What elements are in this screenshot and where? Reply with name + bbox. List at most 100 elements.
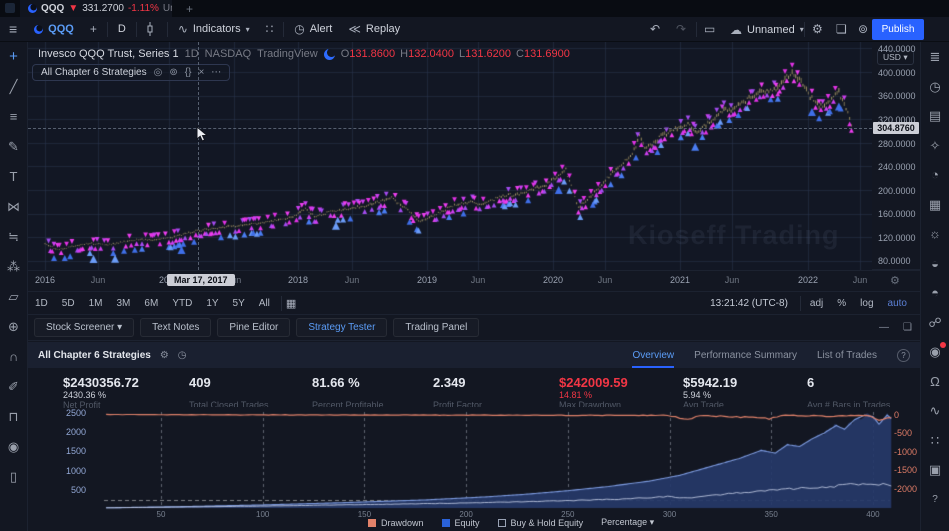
strategy-overlay-chip[interactable]: All Chapter 6 Strategies ◎ ⊚ {} × ⋯ [32,64,231,81]
percent-scale-toggle[interactable]: % [837,297,847,309]
tab-pine-editor[interactable]: Pine Editor [217,318,291,337]
close-icon[interactable]: × [198,67,205,78]
chart-legend-row[interactable]: Invesco QQQ Trust, Series 1 1D NASDAQ Tr… [38,48,575,60]
text-icon[interactable]: T [9,169,18,184]
layout-select-icon[interactable]: ▭ [704,22,716,36]
log-scale-toggle[interactable]: log [860,297,874,309]
add-alert-icon[interactable]: ◷ [177,349,187,361]
remove-all-icon[interactable]: ▯ [9,469,18,484]
ruler-icon[interactable]: ▱ [8,289,19,304]
ideas-icon[interactable]: ☼ [929,226,941,241]
time-axis-label: Jun [852,275,868,285]
minds-icon[interactable]: ✧ [929,137,941,153]
adjust-toggle[interactable]: adj [809,297,824,309]
indicators-button[interactable]: ∿ Indicators ▾ [177,22,250,36]
live-icon[interactable]: ◉ [921,342,949,359]
alerts-clock-icon[interactable]: ◷ [929,78,941,94]
tab-trading-panel[interactable]: Trading Panel [393,318,480,337]
percentage-mode-dropdown[interactable]: Percentage ▾ [601,517,655,527]
redo-icon[interactable]: ↷ [676,22,687,36]
hotlists-icon[interactable]: ◔ [931,167,939,182]
more-icon[interactable]: ⋯ [211,67,222,78]
fullscreen-icon[interactable]: ❏ [836,22,847,36]
chart-watermark: Kioseff Trading [628,220,840,250]
symbol-tab[interactable]: QQQ ▼ 331.2700 -1.11% Unn × [20,0,172,17]
panel-maximize-icon[interactable]: ❏ [903,322,912,333]
strategy-settings-icon[interactable]: ⊚ [169,67,178,78]
chart-pane[interactable]: Kioseff Trading Invesco QQQ Trust, Serie… [28,42,872,270]
main-toolbar: ≡ QQQ + D ∿ Indicators ▾ ∷ ◷ Alert ≪ Rep… [0,17,949,42]
symbol-search-button[interactable]: QQQ [26,17,82,42]
zoom-in-icon[interactable]: ⊕ [8,319,19,334]
compare-add-icon[interactable]: + [89,22,97,36]
axis-settings-gear-icon[interactable]: ⚙ [890,275,900,287]
help-icon[interactable]: ? [897,348,910,362]
interval-button[interactable]: D [117,23,126,35]
legend-drawdown[interactable]: Drawdown [368,518,424,528]
private-chat-icon[interactable]: ◓ [931,285,939,300]
go-to-date-icon[interactable]: ▦ [285,297,297,310]
news-icon[interactable]: ▤ [928,108,942,123]
range-1m[interactable]: 1M [88,297,103,309]
public-chat-icon[interactable]: ◒ [931,255,939,271]
eye-icon[interactable]: ◎ [153,67,163,78]
indicator-templates-icon[interactable]: ∷ [265,22,274,36]
price-axis[interactable]: USD ▾ 304.8760 440.0000 400.0000 360.0000 3… [872,42,920,270]
object-tree-icon[interactable]: ▣ [928,462,942,477]
range-1d[interactable]: 1D [35,297,48,309]
tab-stock-screener[interactable]: Stock Screener ▾ [34,318,135,337]
panel-minimize-icon[interactable]: — [879,322,890,333]
snapshot-camera-icon[interactable]: ⊚ [858,22,869,36]
range-6m[interactable]: 6M [144,297,159,309]
undo-icon[interactable]: ↶ [650,22,661,36]
right-sidebar: ≣ ◷ ▤ ✧ ◔ ▦ ☼ ◒ ◓ ☍ ◉ Ω ∿ ∷ ▣? [920,42,949,531]
calendar-icon[interactable]: ▦ [928,196,942,212]
drawing-mode-icon[interactable]: ✐ [8,379,19,394]
alert-button[interactable]: ◷ Alert [294,22,333,36]
metric-avg-bars-in-trades: 6 Avg # Bars in Trades [807,375,891,410]
icons-icon[interactable]: ⁂ [7,259,20,274]
equity-curve-canvas[interactable] [100,407,892,511]
clock-label[interactable]: 13:21:42 (UTC-8) [710,297,788,309]
time-axis[interactable]: Mar 17, 2017 ⚙ 2016Jun2017Jun2018Jun2019… [28,270,920,292]
lock-all-icon[interactable]: ⊓ [8,409,19,424]
view-overview[interactable]: Overview [632,344,674,368]
view-performance-summary[interactable]: Performance Summary [694,349,797,361]
source-code-icon[interactable]: {} [184,67,192,78]
menu-icon[interactable]: ≡ [9,21,18,37]
legend-equity[interactable]: Equity [441,518,480,528]
brush-icon[interactable]: ✎ [8,139,19,154]
range-5y[interactable]: 5Y [232,297,245,309]
tab-text-notes[interactable]: Text Notes [140,318,212,337]
range-1y[interactable]: 1Y [206,297,219,309]
data-window-icon[interactable]: ∷ [930,432,940,448]
currency-selector[interactable]: USD ▾ [877,50,914,65]
streams-icon[interactable]: ☍ [928,314,942,330]
new-tab-button[interactable]: + [186,1,194,16]
replay-button[interactable]: ≪ Replay [348,22,401,36]
notifications-icon[interactable]: Ω [930,373,940,389]
range-5d[interactable]: 5D [61,297,75,309]
crosshair-icon[interactable]: + [9,48,18,65]
publish-button[interactable]: Publish [872,19,924,40]
auto-scale-toggle[interactable]: auto [887,297,907,309]
hide-all-icon[interactable]: ◉ [7,439,20,454]
market-overview-icon[interactable]: ∿ [929,403,941,418]
chart-style-button[interactable] [139,17,165,42]
magnet-icon[interactable]: ∩ [8,349,19,364]
fib-retracement-icon[interactable]: ≡ [9,109,18,124]
range-3m[interactable]: 3M [116,297,131,309]
strategy-settings-gear-icon[interactable]: ⚙ [159,349,169,361]
view-list-of-trades[interactable]: List of Trades [816,349,877,361]
range-ytd[interactable]: YTD [172,297,193,309]
range-all[interactable]: All [258,297,270,309]
watchlist-icon[interactable]: ≣ [929,49,941,64]
cloud-save-button[interactable]: ☁ Unnamed ▾ [730,22,804,37]
settings-gear-icon[interactable]: ⚙ [812,22,823,36]
xabcd-pattern-icon[interactable]: ⋈ [7,199,20,214]
tab-strategy-tester[interactable]: Strategy Tester [296,318,388,337]
prediction-icon[interactable]: ≒ [8,229,19,244]
help-icon[interactable]: ? [932,493,938,505]
trend-line-icon[interactable]: ╱ [9,79,18,94]
legend-buy-hold-equity[interactable]: Buy & Hold Equity [497,518,583,528]
